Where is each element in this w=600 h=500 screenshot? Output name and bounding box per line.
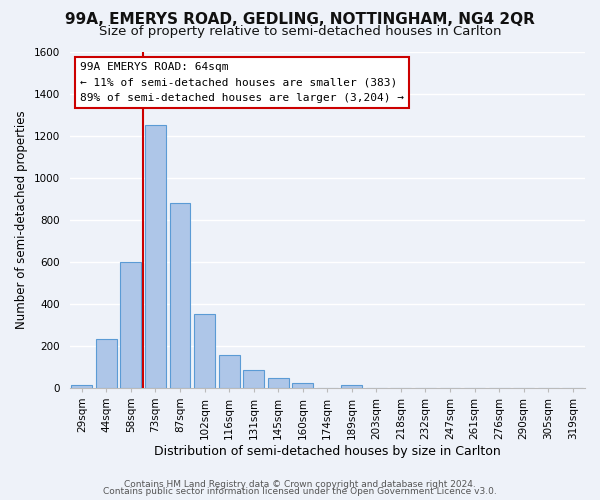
Text: Size of property relative to semi-detached houses in Carlton: Size of property relative to semi-detach…: [99, 25, 501, 38]
Bar: [243, 370, 264, 388]
Bar: [194, 314, 215, 388]
Text: Contains public sector information licensed under the Open Government Licence v3: Contains public sector information licen…: [103, 487, 497, 496]
Text: 99A EMERYS ROAD: 64sqm
← 11% of semi-detached houses are smaller (383)
89% of se: 99A EMERYS ROAD: 64sqm ← 11% of semi-det…: [80, 62, 404, 103]
Bar: [341, 384, 362, 388]
Bar: [268, 378, 289, 388]
Text: Contains HM Land Registry data © Crown copyright and database right 2024.: Contains HM Land Registry data © Crown c…: [124, 480, 476, 489]
Text: 99A, EMERYS ROAD, GEDLING, NOTTINGHAM, NG4 2QR: 99A, EMERYS ROAD, GEDLING, NOTTINGHAM, N…: [65, 12, 535, 28]
Bar: [96, 340, 117, 388]
Bar: [170, 203, 190, 388]
Bar: [71, 384, 92, 388]
Y-axis label: Number of semi-detached properties: Number of semi-detached properties: [15, 110, 28, 329]
Bar: [145, 125, 166, 388]
Bar: [121, 262, 142, 388]
Bar: [218, 355, 239, 388]
Bar: [292, 382, 313, 388]
X-axis label: Distribution of semi-detached houses by size in Carlton: Distribution of semi-detached houses by …: [154, 444, 500, 458]
